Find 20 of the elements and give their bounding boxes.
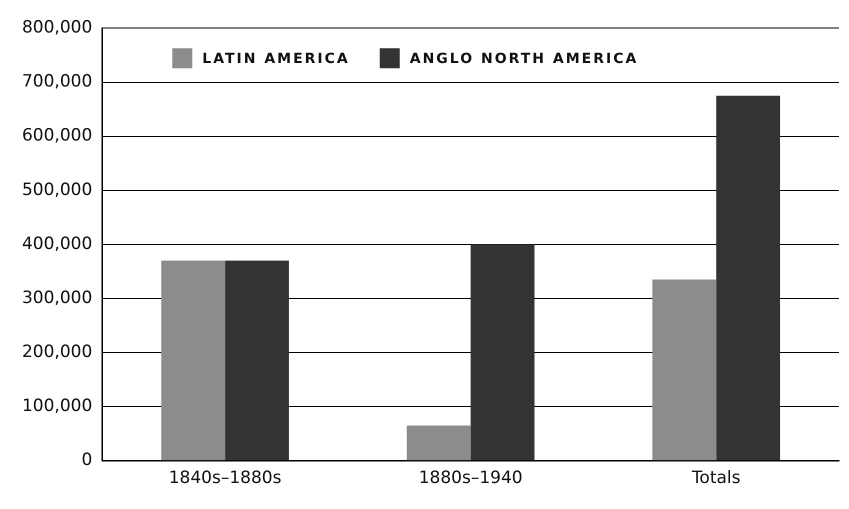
legend-label: LATIN AMERICA (202, 50, 350, 67)
bar (406, 425, 471, 460)
y-tick-label: 700,000 (22, 72, 92, 92)
y-tick-label: 0 (81, 450, 92, 470)
y-tick-label: 400,000 (22, 234, 92, 254)
x-tick-label: 1880s–1940 (418, 468, 523, 488)
y-tick-label: 600,000 (22, 126, 92, 146)
bar (652, 280, 716, 460)
legend-label: ANGLO NORTH AMERICA (410, 50, 638, 67)
y-tick-label: 200,000 (22, 342, 92, 362)
y-tick-label: 800,000 (22, 18, 92, 38)
y-tick-label: 500,000 (22, 180, 92, 200)
bar (161, 260, 226, 460)
y-tick-label: 300,000 (22, 288, 92, 308)
bar (225, 260, 289, 460)
bar (716, 96, 780, 460)
y-tick-label: 100,000 (22, 396, 92, 416)
x-tick-label: 1840s–1880s (168, 468, 282, 488)
bar (470, 244, 534, 460)
x-tick-label: Totals (690, 468, 741, 488)
